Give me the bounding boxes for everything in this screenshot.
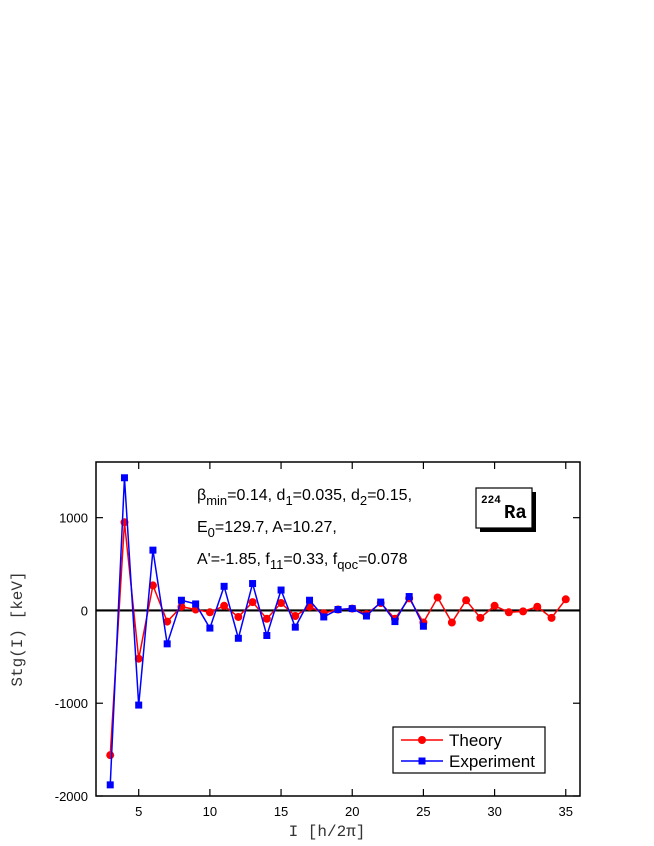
data-point: [249, 580, 257, 588]
legend-label: Theory: [449, 731, 502, 750]
x-tick-label: 30: [487, 804, 501, 819]
annotation-text: =0.15,: [367, 487, 412, 504]
data-point: [205, 608, 214, 617]
data-point: [234, 634, 242, 642]
data-point: [504, 608, 513, 617]
series: [106, 474, 427, 789]
data-point: [533, 602, 542, 611]
data-point: [177, 596, 185, 604]
y-axis-label: Stg(I) [keV]: [9, 571, 27, 686]
subscript: 2: [360, 493, 367, 508]
data-point: [547, 613, 556, 622]
y-tick-label: -2000: [55, 789, 88, 804]
data-point: [519, 607, 528, 616]
data-point: [248, 598, 257, 607]
annotation-text: =0.33, f: [283, 551, 337, 568]
annotation-text: A'=-1.85, f: [197, 551, 270, 568]
x-tick-label: 10: [203, 804, 217, 819]
x-axis-label: I [h/2π]: [289, 823, 366, 841]
data-point: [433, 593, 442, 602]
data-point: [561, 595, 570, 604]
data-point: [462, 596, 471, 605]
data-point: [163, 640, 171, 648]
data-point: [405, 593, 413, 601]
subscript: 0: [208, 525, 215, 540]
data-point: [149, 546, 157, 554]
legend-label: Experiment: [449, 752, 535, 771]
data-point: [291, 623, 299, 631]
legend-marker: [418, 757, 426, 765]
plot-frame: [95, 461, 581, 797]
data-point: [220, 582, 228, 590]
data-point: [262, 614, 271, 623]
mass-number: 224: [481, 495, 501, 507]
data-point: [476, 613, 485, 622]
x-tick-label: 20: [345, 804, 359, 819]
data-point: [163, 617, 172, 626]
subscript: qoc: [337, 557, 358, 572]
annotation: A'=-1.85, f11=0.33, fqoc=0.078: [197, 551, 408, 572]
x-tick-label: 35: [559, 804, 573, 819]
data-point: [263, 631, 271, 639]
nucleus-label: 224 Ra: [475, 487, 536, 532]
annotation: βmin=0.14, d1=0.035, d2=0.15,: [197, 487, 412, 508]
label-box: [475, 487, 533, 529]
data-point: [134, 654, 143, 663]
data-point: [377, 598, 385, 606]
data-point: [234, 612, 243, 621]
annotation-text: =129.7, A=10.27,: [215, 519, 337, 536]
data-point: [135, 701, 143, 709]
data-point: [419, 622, 427, 630]
data-point: [120, 474, 128, 482]
series: [106, 518, 570, 760]
data-point: [148, 581, 157, 590]
data-point: [106, 781, 114, 789]
data-point: [362, 612, 370, 620]
legend-box: [392, 726, 546, 774]
data-point: [334, 606, 342, 614]
element-symbol: Ra: [504, 502, 527, 524]
x-tick-label: 5: [135, 804, 142, 819]
data-point: [106, 751, 115, 760]
subscript: min: [206, 493, 227, 508]
data-point: [291, 612, 300, 621]
annotation-text: =0.14, d: [227, 487, 285, 504]
data-point: [277, 599, 286, 608]
data-point: [391, 618, 399, 626]
x-tick-label: 15: [274, 804, 288, 819]
data-point: [220, 601, 229, 610]
y-tick-label: 0: [81, 603, 88, 618]
data-point: [320, 613, 328, 621]
data-point: [206, 624, 214, 632]
data-point: [192, 600, 200, 608]
annotation-text: E: [197, 519, 208, 536]
legend-marker: [418, 736, 426, 744]
data-point: [490, 601, 499, 610]
annotation-text: β: [197, 487, 206, 504]
annotation-text: =0.078: [358, 551, 407, 568]
y-tick-label: 1000: [59, 511, 88, 526]
subscript: 1: [285, 493, 292, 508]
data-point: [348, 605, 356, 613]
data-point: [447, 618, 456, 627]
legend: Theory Experiment: [392, 726, 546, 774]
y-tick-label: -1000: [55, 696, 88, 711]
annotation-text: =0.035, d: [293, 487, 360, 504]
subscript: 11: [270, 557, 284, 572]
annotation: E0=129.7, A=10.27,: [197, 519, 337, 540]
x-tick-label: 25: [416, 804, 430, 819]
data-point: [277, 586, 285, 594]
data-point: [306, 596, 314, 604]
